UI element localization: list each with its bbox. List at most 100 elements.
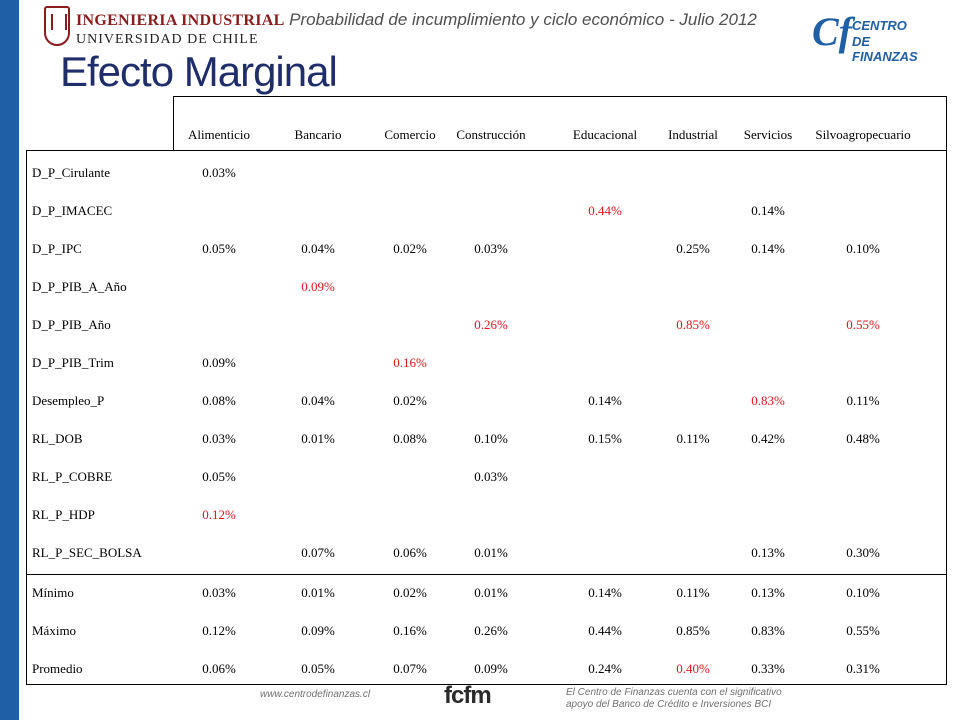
table-header-left-border [173, 96, 174, 150]
table-cell: 0.26% [474, 317, 508, 332]
table-cell: 0.55% [846, 623, 880, 638]
row-label: Desempleo_P [32, 393, 105, 408]
table-cell: 0.15% [588, 431, 622, 446]
table-cell: 0.03% [202, 585, 236, 600]
table-cell: 0.01% [301, 431, 335, 446]
table-cell: 0.44% [588, 203, 622, 218]
row-label: RL_P_HDP [32, 507, 95, 522]
table-cell: 0.26% [474, 623, 508, 638]
table-cell: 0.08% [393, 431, 427, 446]
table-cell: 0.16% [393, 355, 427, 370]
table-cell: 0.03% [474, 241, 508, 256]
table-header-right-border [946, 96, 947, 150]
table-cell: 0.42% [751, 431, 785, 446]
table-cell: 0.83% [751, 393, 785, 408]
row-label: RL_P_COBRE [32, 469, 113, 484]
column-header: Comercio [384, 127, 436, 142]
table-cell: 0.13% [751, 585, 785, 600]
logo-line-1: INGENIERIA INDUSTRIAL [76, 12, 285, 29]
page-title: Efecto Marginal [60, 48, 338, 95]
table-cell: 0.10% [474, 431, 508, 446]
table-cell: 0.31% [846, 661, 880, 676]
footer-note-line-2: apoyo del Banco de Crédito e Inversiones… [566, 699, 772, 710]
summary-separator [26, 574, 947, 575]
table-cell: 0.14% [751, 241, 785, 256]
table-cell: 0.12% [202, 507, 236, 522]
table-cell: 0.10% [846, 241, 880, 256]
table-body-frame [26, 150, 947, 685]
column-header: Educacional [572, 127, 638, 142]
table-cell: 0.13% [751, 545, 785, 560]
footer-url: www.centrodefinanzas.cl [260, 689, 371, 700]
cf-logo-line-1: CENTRO [852, 18, 907, 33]
footer-note-line-1: El Centro de Finanzas cuenta con el sign… [566, 687, 782, 698]
table-cell: 0.01% [301, 585, 335, 600]
left-accent-bar [0, 0, 19, 720]
table-cell: 0.33% [751, 661, 785, 676]
row-label: Máximo [32, 623, 77, 638]
table-cell: 0.30% [846, 545, 880, 560]
row-label: D_P_IMACEC [32, 203, 113, 218]
table-cell: 0.11% [676, 585, 710, 600]
row-label: Mínimo [32, 585, 74, 600]
table-cell: 0.05% [202, 469, 236, 484]
table-header-top-border [173, 96, 947, 97]
row-label: D_P_PIB_Año [32, 317, 111, 332]
cf-mark: Cf [812, 9, 852, 54]
table-cell: 0.14% [588, 393, 622, 408]
table-cell: 0.04% [301, 241, 335, 256]
row-label: RL_P_SEC_BOLSA [32, 545, 142, 560]
column-header: Construcción [456, 127, 526, 142]
table-cell: 0.14% [751, 203, 785, 218]
table-cell: 0.83% [751, 623, 785, 638]
table-cell: 0.16% [393, 623, 427, 638]
table-cell: 0.25% [676, 241, 710, 256]
table-cell: 0.06% [202, 661, 236, 676]
table-cell: 0.85% [676, 623, 710, 638]
column-header: Alimenticio [187, 127, 251, 142]
table-cell: 0.09% [202, 355, 236, 370]
table-cell: 0.14% [588, 585, 622, 600]
column-header: Bancario [294, 127, 342, 142]
table-cell: 0.11% [846, 393, 880, 408]
table-cell: 0.05% [202, 241, 236, 256]
table-cell: 0.03% [202, 165, 236, 180]
table-cell: 0.55% [846, 317, 880, 332]
column-header: Servicios [743, 127, 793, 142]
table-cell: 0.03% [474, 469, 508, 484]
table-cell: 0.07% [301, 545, 335, 560]
table-cell: 0.02% [393, 241, 427, 256]
table-cell: 0.06% [393, 545, 427, 560]
table-cell: 0.44% [588, 623, 622, 638]
ingenieria-industrial-logo: INGENIERIA INDUSTRIAL UNIVERSIDAD DE CHI… [44, 4, 284, 52]
table-cell: 0.04% [301, 393, 335, 408]
table-cell: 0.03% [202, 431, 236, 446]
table-cell: 0.01% [474, 585, 508, 600]
fcfm-logo: fcfm [444, 682, 492, 709]
row-label: D_P_PIB_Trim [32, 355, 114, 370]
row-label: D_P_IPC [32, 241, 82, 256]
table-cell: 0.24% [588, 661, 622, 676]
table-cell: 0.02% [393, 585, 427, 600]
table-cell: 0.40% [676, 661, 710, 676]
table-cell: 0.07% [393, 661, 427, 676]
centro-finanzas-logo: Cf CENTRO DE FINANZAS [812, 9, 918, 64]
row-label: RL_DOB [32, 431, 83, 446]
table-cell: 0.05% [301, 661, 335, 676]
table-cell: 0.09% [301, 279, 335, 294]
table-cell: 0.09% [301, 623, 335, 638]
footer-note: El Centro de Finanzas cuenta con el sign… [566, 687, 782, 711]
table-cell: 0.02% [393, 393, 427, 408]
table-cell: 0.11% [676, 431, 710, 446]
column-header: Industrial [668, 127, 718, 142]
table-cell: 0.09% [474, 661, 508, 676]
table-cell: 0.12% [202, 623, 236, 638]
logo-line-2: UNIVERSIDAD DE CHILE [76, 32, 259, 47]
table-cell: 0.85% [676, 317, 710, 332]
presentation-subtitle: Probabilidad de incumplimiento y ciclo e… [289, 10, 757, 29]
cf-logo-line-2: DE FINANZAS [852, 34, 918, 64]
column-header: Silvoagropecuario [815, 127, 911, 142]
row-label: D_P_PIB_A_Año [32, 279, 127, 294]
table-cell: 0.10% [846, 585, 880, 600]
table-cell: 0.01% [474, 545, 508, 560]
